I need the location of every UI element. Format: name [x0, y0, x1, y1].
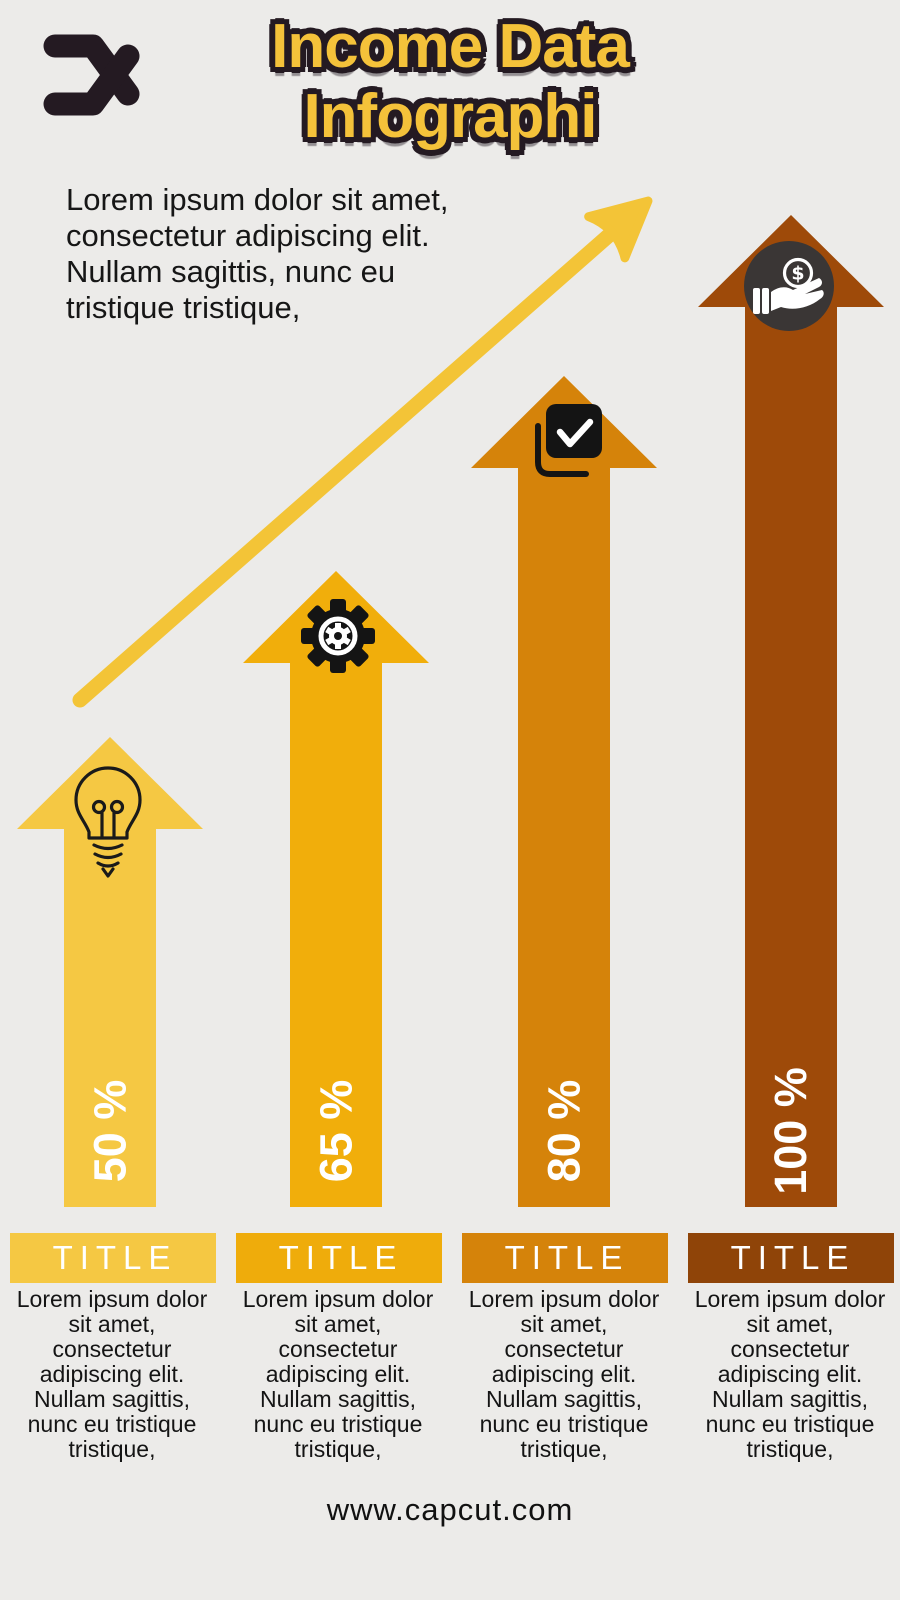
intro-paragraph: Lorem ipsum dolor sit amet, consectetur … [66, 182, 449, 325]
bar-description-2: Lorem ipsum dolor sit amet, consectetur … [242, 1286, 434, 1462]
page-title-line-2: Infographi [303, 82, 597, 151]
bar-title-4: TITLE [688, 1233, 894, 1283]
bar-title-2: TITLE [236, 1233, 442, 1283]
hand-coin-icon: $ [744, 241, 834, 331]
gear-icon [301, 599, 375, 673]
footer-url: www.capcut.com [326, 1492, 574, 1527]
page-title: Income Data Infographi [0, 12, 900, 152]
capcut-logo-icon [43, 34, 140, 116]
dollar-sign-glyph: $ [791, 263, 804, 285]
bar-description-3: Lorem ipsum dolor sit amet, consectetur … [468, 1286, 660, 1462]
bar-description-1: Lorem ipsum dolor sit amet, consectetur … [16, 1286, 208, 1462]
lightbulb-icon [74, 766, 142, 878]
bar-value-label-3: 80 % [538, 1079, 590, 1183]
bar-title-3: TITLE [462, 1233, 668, 1283]
check-square-icon [535, 404, 602, 477]
bar-title-1: TITLE [10, 1233, 216, 1283]
bar-value-label-4: 100 % [765, 1067, 817, 1195]
bar-value-label-2: 65 % [310, 1079, 362, 1183]
bar-description-4: Lorem ipsum dolor sit amet, consectetur … [694, 1286, 886, 1462]
bar-value-label-1: 50 % [84, 1079, 136, 1183]
page-title-line-1: Income Data [271, 12, 630, 81]
